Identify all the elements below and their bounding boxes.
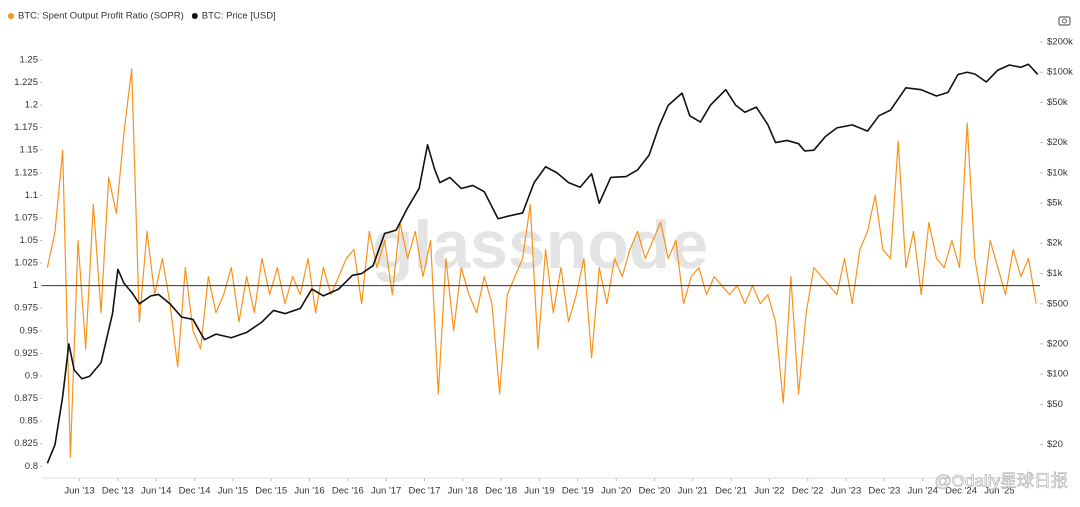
y2-tick-label: $20	[1047, 439, 1063, 450]
legend-marker	[191, 13, 198, 19]
y2-tick-label: $100	[1047, 369, 1068, 380]
y2-tick-label: $200	[1047, 338, 1068, 349]
x-tick-label: Dec '16	[332, 486, 364, 497]
x-tick-label: Jun '22	[754, 486, 784, 497]
x-tick-label: Dec '23	[868, 486, 900, 497]
y-tick-label: 1.25	[20, 54, 39, 65]
y2-tick-label: $1k	[1047, 268, 1063, 279]
y-tick-label: 1.025	[14, 258, 38, 269]
camera-icon[interactable]	[1058, 16, 1071, 26]
x-tick-label: Dec '14	[179, 486, 211, 497]
x-tick-label: Jun '13	[64, 486, 94, 497]
y-tick-label: 0.925	[14, 348, 38, 359]
y-tick-label: 1.075	[14, 212, 38, 223]
y2-tick-label: $20k	[1047, 137, 1068, 148]
legend-label: BTC: Price [USD]	[202, 11, 276, 22]
x-tick-label: Jun '18	[448, 486, 478, 497]
y2-tick-label: $100k	[1047, 67, 1073, 78]
x-tick-label: Jun '16	[294, 486, 324, 497]
y-tick-label: 1.125	[14, 167, 38, 178]
y-tick-label: 0.95	[20, 325, 39, 336]
x-tick-label: Dec '17	[409, 486, 441, 497]
x-tick-label: Jun '19	[524, 486, 554, 497]
x-tick-label: Jun '20	[601, 486, 631, 497]
y2-tick-label: $50k	[1047, 97, 1068, 108]
y-tick-label: 1.175	[14, 122, 38, 133]
x-tick-label: Dec '15	[255, 486, 287, 497]
y2-tick-label: $500	[1047, 298, 1068, 309]
watermark: glassnode	[372, 207, 708, 283]
legend-label: BTC: Spent Output Profit Ratio (SOPR)	[18, 11, 184, 22]
y-tick-label: 1.225	[14, 77, 38, 88]
x-tick-label: Jun '25	[984, 486, 1014, 497]
x-tick-label: Dec '21	[715, 486, 747, 497]
y2-tick-label: $5k	[1047, 198, 1063, 209]
x-tick-label: Jun '21	[678, 486, 708, 497]
x-tick-label: Jun '14	[141, 486, 171, 497]
y-tick-label: 0.875	[14, 393, 38, 404]
watermark: @Odaily星球日报	[935, 471, 1068, 490]
x-tick-label: Dec '20	[638, 486, 670, 497]
y-tick-label: 0.85	[20, 416, 39, 427]
series-line	[46, 68, 1037, 458]
y-tick-label: 1.1	[25, 190, 38, 201]
x-tick-label: Dec '24	[945, 486, 977, 497]
y-tick-label: 0.975	[14, 303, 38, 314]
y-tick-label: 0.9	[25, 370, 38, 381]
x-tick-label: Jun '15	[218, 486, 248, 497]
y2-tick-label: $50	[1047, 399, 1063, 410]
y-tick-label: 1.05	[20, 235, 39, 246]
x-tick-label: Jun '23	[831, 486, 861, 497]
y-tick-label: 1	[33, 280, 38, 291]
x-tick-label: Dec '13	[102, 486, 134, 497]
y2-tick-label: $200k	[1047, 36, 1073, 47]
y-tick-label: 1.15	[20, 145, 39, 156]
x-tick-label: Jun '24	[908, 486, 938, 497]
y2-tick-label: $2k	[1047, 238, 1063, 249]
x-tick-label: Dec '18	[485, 486, 517, 497]
camera-lens	[1062, 18, 1067, 24]
x-tick-label: Dec '19	[562, 486, 594, 497]
y2-tick-label: $10k	[1047, 167, 1068, 178]
y-tick-label: 1.2	[25, 100, 38, 111]
x-tick-label: Jun '17	[371, 486, 401, 497]
legend-marker	[8, 13, 14, 19]
camera-body	[1058, 16, 1071, 26]
series-line	[46, 63, 1039, 464]
y-tick-label: 0.8	[25, 461, 38, 472]
y-tick-label: 0.825	[14, 438, 38, 449]
x-tick-label: Dec '22	[792, 486, 824, 497]
